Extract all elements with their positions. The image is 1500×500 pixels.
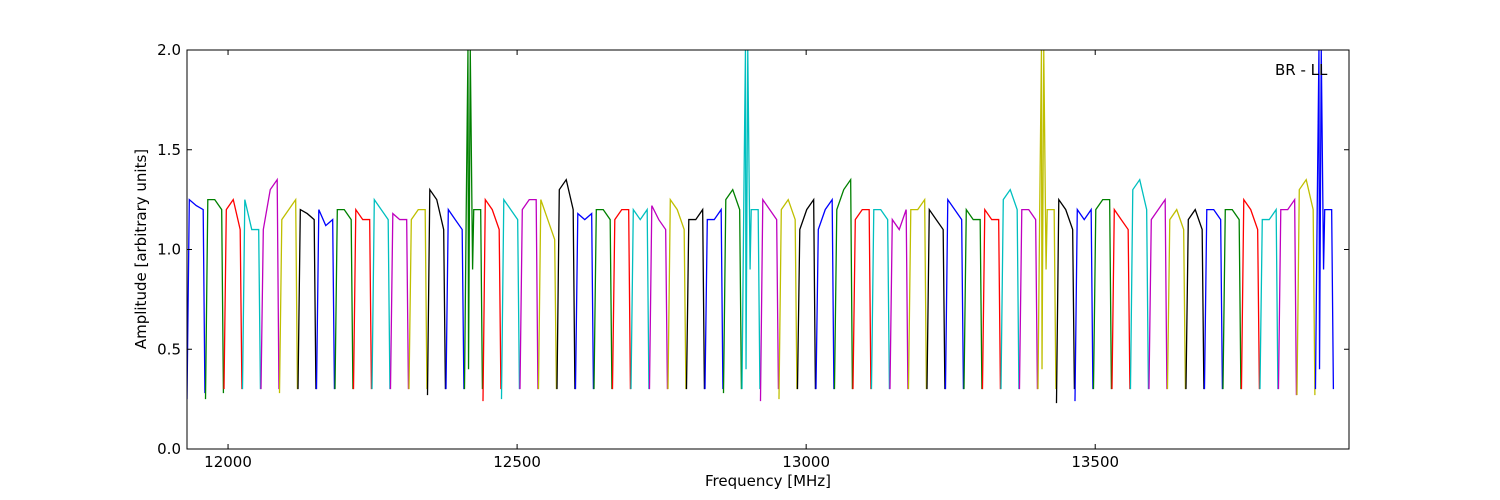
spectrum-line bbox=[1092, 198, 1113, 390]
y-tick-label: 2.0 bbox=[157, 41, 181, 59]
spectrum-line bbox=[1203, 208, 1224, 390]
spectrum-line bbox=[889, 209, 909, 390]
spectrum-line bbox=[241, 199, 262, 390]
spectrum-line bbox=[334, 208, 354, 390]
y-tick-label: 0.5 bbox=[157, 340, 181, 358]
spectrum-line bbox=[278, 197, 299, 394]
spectrum-line bbox=[1111, 207, 1131, 390]
spectrum-line bbox=[463, 50, 484, 390]
spectrum-line bbox=[389, 212, 410, 390]
spectrum-line bbox=[352, 207, 373, 390]
spectrum-line bbox=[260, 177, 280, 390]
spectrum-line bbox=[852, 208, 872, 390]
spectrum-line bbox=[907, 197, 928, 390]
spectrum-line bbox=[778, 198, 798, 400]
spectrum-line bbox=[408, 208, 428, 390]
spectrum-line bbox=[759, 197, 780, 402]
spectrum-line bbox=[685, 207, 706, 390]
spectrum-line bbox=[1018, 208, 1039, 390]
spectrum-line bbox=[371, 197, 391, 390]
spectrum-line bbox=[1037, 50, 1057, 390]
spectrum-line bbox=[1314, 50, 1335, 390]
spectrum-line bbox=[926, 207, 946, 390]
spectrum-line bbox=[796, 197, 817, 390]
spectrum-line bbox=[1000, 188, 1020, 390]
spectrum-line bbox=[593, 208, 613, 390]
spectrum-line bbox=[1074, 207, 1094, 402]
spectrum-line bbox=[741, 50, 761, 390]
spectrum-line bbox=[1259, 207, 1279, 390]
spectrum-line bbox=[630, 207, 650, 390]
spectrum-line bbox=[500, 197, 521, 400]
spectrum-line bbox=[611, 208, 632, 390]
spectrum-line bbox=[1129, 178, 1150, 390]
spectrum-line bbox=[667, 197, 687, 390]
x-tick-label: 12000 bbox=[204, 453, 252, 471]
y-tick-label: 0.0 bbox=[157, 440, 181, 458]
y-tick-label: 1.5 bbox=[157, 141, 181, 159]
spectrum-line bbox=[815, 197, 835, 390]
spectrum-line bbox=[1166, 208, 1187, 390]
spectrum-line bbox=[315, 209, 336, 390]
x-axis-label: Frequency [MHz] bbox=[705, 472, 831, 490]
spectrum-line bbox=[537, 199, 558, 390]
spectrum-line bbox=[1185, 208, 1205, 390]
y-axis-label: Amplitude [arbitrary units] bbox=[132, 149, 150, 349]
spectrum-line bbox=[445, 207, 465, 390]
x-tick-label: 12500 bbox=[493, 453, 541, 471]
spectrum-line bbox=[963, 207, 983, 390]
spectrum-line bbox=[1277, 197, 1298, 396]
x-tick-label: 13000 bbox=[782, 453, 830, 471]
spectrum-line bbox=[648, 205, 669, 390]
spectrum-line bbox=[556, 178, 576, 390]
spectrum-line bbox=[1240, 197, 1261, 390]
spectrum-line bbox=[482, 197, 502, 402]
spectrum-line bbox=[704, 207, 724, 390]
spectrum-line bbox=[870, 208, 891, 390]
spectrum-line bbox=[1148, 197, 1168, 390]
spectrum-line bbox=[574, 212, 595, 390]
y-tick-label: 1.0 bbox=[157, 241, 181, 259]
spectrum-line bbox=[1296, 178, 1316, 396]
spectrum-line bbox=[297, 208, 317, 390]
spectrum-line bbox=[1222, 208, 1242, 390]
spectrum-line bbox=[187, 198, 206, 400]
spectrum-line bbox=[981, 207, 1002, 390]
x-tick-label: 13500 bbox=[1071, 453, 1119, 471]
annotation: BR - LL bbox=[1275, 61, 1328, 79]
spectrum-line bbox=[519, 198, 539, 390]
spectrum-line bbox=[223, 198, 243, 390]
spectrum-line bbox=[204, 198, 225, 400]
spectrum-line bbox=[722, 188, 743, 394]
plot-area bbox=[187, 50, 1335, 404]
axes-frame bbox=[186, 49, 1350, 450]
spectrum-line bbox=[944, 197, 965, 390]
spectrum-line bbox=[1055, 197, 1076, 404]
spectrum-line bbox=[426, 187, 447, 396]
spectrum-line bbox=[833, 177, 854, 390]
